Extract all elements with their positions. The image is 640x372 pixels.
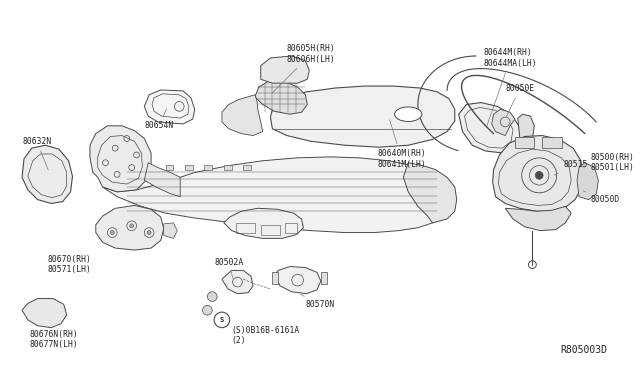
Bar [542,137,561,148]
Text: 80632N: 80632N [22,137,51,170]
Circle shape [147,231,151,234]
Circle shape [535,171,543,179]
Polygon shape [144,163,180,197]
Circle shape [110,231,114,234]
Bar [273,272,278,284]
Polygon shape [102,157,452,232]
Polygon shape [255,81,307,114]
Polygon shape [493,135,583,211]
Polygon shape [577,163,598,200]
Polygon shape [22,299,67,328]
Polygon shape [271,86,455,147]
Polygon shape [222,95,262,135]
Polygon shape [403,163,457,223]
Bar [515,137,534,148]
Text: R805003D: R805003D [560,345,607,355]
Text: 80502A: 80502A [214,258,243,278]
Bar [260,225,280,234]
Polygon shape [275,266,321,294]
Circle shape [214,312,230,328]
Polygon shape [224,208,303,238]
Bar [166,165,173,170]
Text: 80670(RH)
80571(LH): 80670(RH) 80571(LH) [47,255,91,274]
Text: 80654N: 80654N [144,109,173,130]
Polygon shape [518,114,534,141]
Text: 80500(RH)
80501(LH): 80500(RH) 80501(LH) [584,153,634,172]
Text: 80676N(RH)
80677N(LH): 80676N(RH) 80677N(LH) [30,330,79,349]
Text: 80644M(RH)
80644MA(LH): 80644M(RH) 80644MA(LH) [484,48,538,126]
Bar [185,165,193,170]
Text: 80515: 80515 [554,160,588,175]
Bar [204,165,212,170]
Text: 80050E: 80050E [505,84,534,116]
Polygon shape [164,223,177,238]
Bar [236,223,255,232]
Bar [285,223,296,232]
Circle shape [130,224,134,228]
Text: 80605H(RH)
80606H(LH): 80605H(RH) 80606H(LH) [273,44,335,93]
Circle shape [207,292,217,301]
Bar [321,272,326,284]
Polygon shape [222,270,253,294]
Text: 80570N: 80570N [300,294,335,310]
Circle shape [202,305,212,315]
Polygon shape [505,206,572,231]
Ellipse shape [395,107,422,122]
Text: 80640M(RH)
80641M(LH): 80640M(RH) 80641M(LH) [377,120,426,169]
Polygon shape [22,145,72,203]
Bar [243,165,251,170]
Text: (S)0B16B-6161A
(2): (S)0B16B-6161A (2) [232,326,300,345]
Polygon shape [459,103,521,153]
Text: S: S [220,317,224,323]
Polygon shape [96,205,164,250]
Bar [224,165,232,170]
Polygon shape [260,56,309,83]
Polygon shape [90,126,151,192]
Polygon shape [144,90,195,124]
Polygon shape [492,109,515,135]
Text: 80050D: 80050D [584,191,620,204]
